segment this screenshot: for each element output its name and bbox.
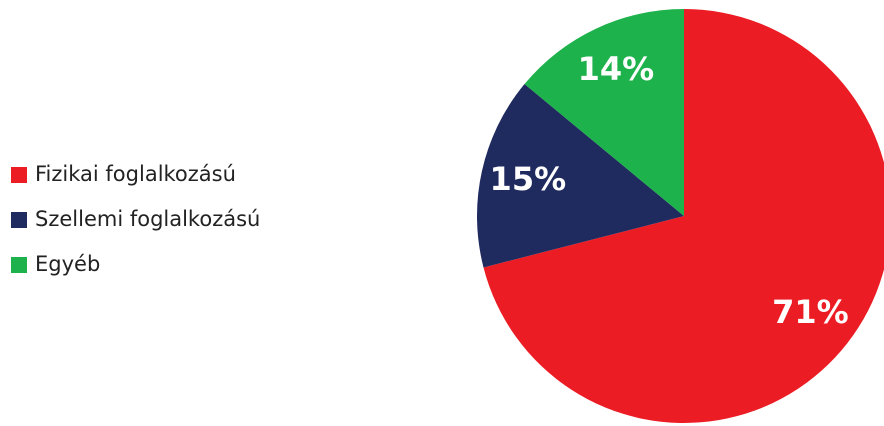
pie-slice — [524, 9, 684, 216]
pie-slice — [477, 84, 684, 268]
legend-swatch — [11, 167, 27, 183]
legend-swatch — [11, 257, 27, 273]
pie-slice — [483, 9, 884, 423]
legend-swatch — [11, 212, 27, 228]
value-label: 71% — [772, 293, 849, 331]
value-label: 14% — [578, 50, 655, 88]
legend-label: Szellemi foglalkozású — [35, 207, 260, 231]
legend-label: Fizikai foglalkozású — [35, 162, 236, 186]
legend-label: Egyéb — [35, 252, 100, 276]
value-label: 15% — [490, 160, 567, 198]
